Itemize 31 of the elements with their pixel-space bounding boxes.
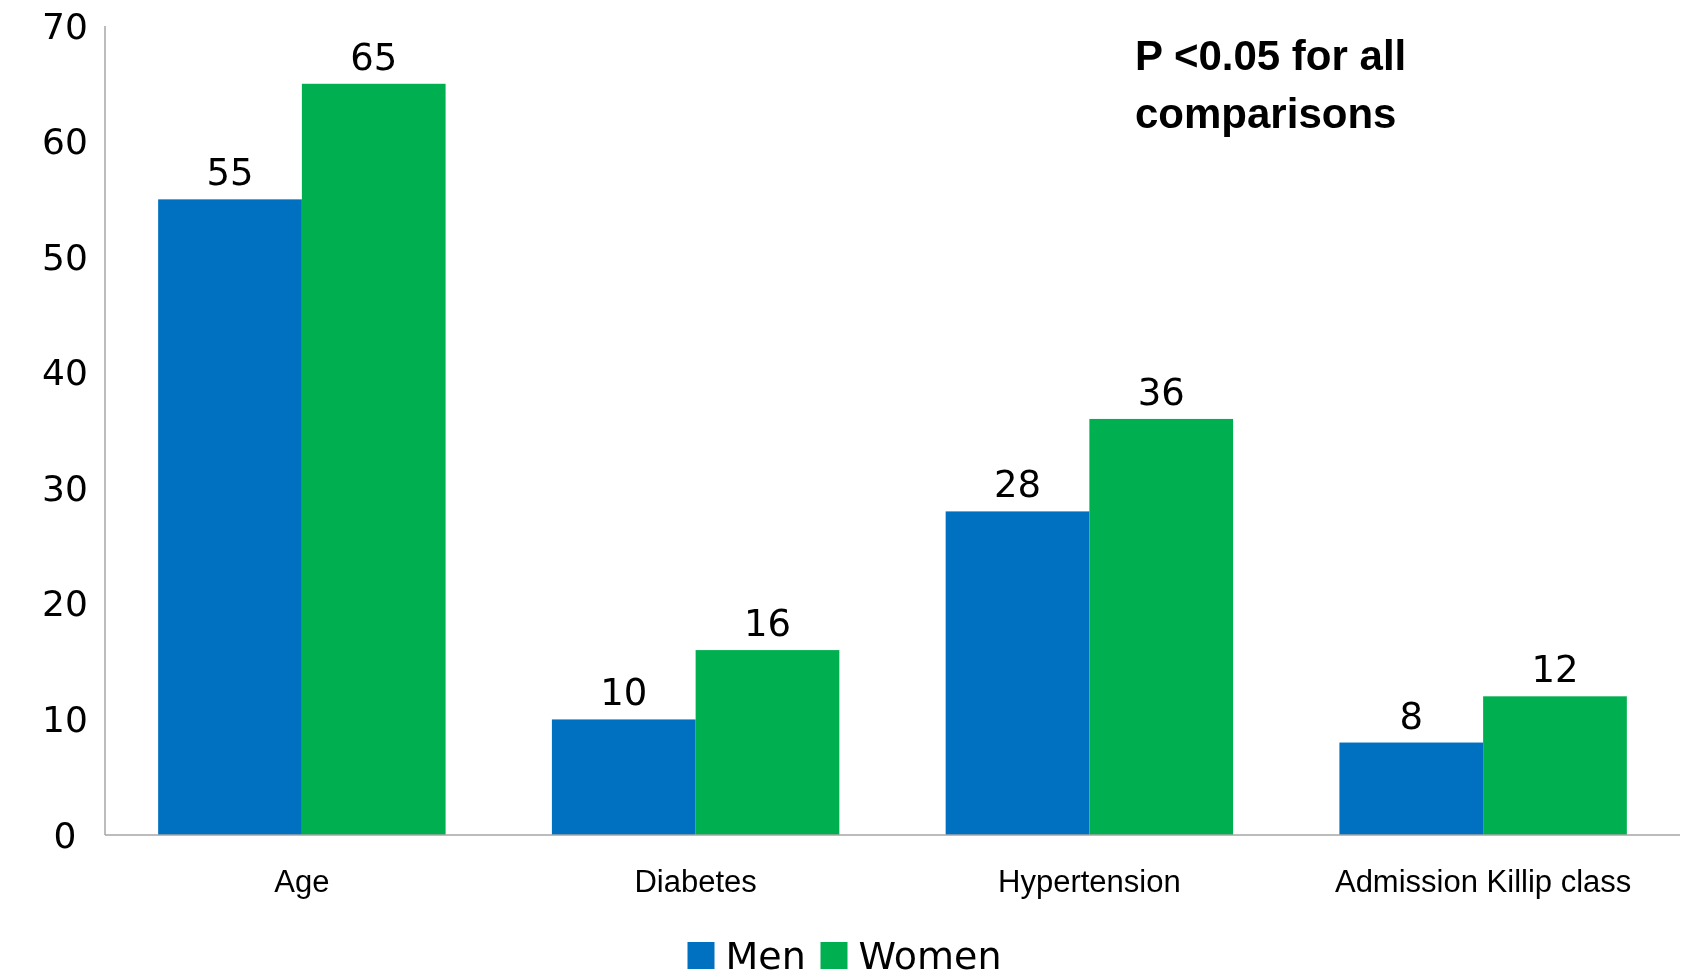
bar bbox=[1483, 696, 1627, 835]
x-tick-label: Diabetes bbox=[634, 864, 757, 899]
x-tick-label: Age bbox=[274, 864, 330, 899]
bar bbox=[1089, 418, 1234, 835]
legend-label: Women bbox=[858, 934, 1002, 971]
data-label: 16 bbox=[743, 602, 792, 646]
data-label: 8 bbox=[1399, 694, 1424, 738]
y-tick-label: 50 bbox=[42, 236, 88, 278]
y-tick-label: 0 bbox=[53, 814, 77, 856]
bar bbox=[551, 719, 696, 835]
data-label: 55 bbox=[206, 151, 254, 195]
y-tick-label: 60 bbox=[42, 121, 88, 163]
data-label: 10 bbox=[600, 671, 648, 715]
y-tick-label: 40 bbox=[42, 352, 88, 394]
y-tick-label: 30 bbox=[42, 467, 88, 509]
data-label: 36 bbox=[1137, 370, 1185, 414]
y-tick-label: 70 bbox=[42, 5, 88, 47]
bar bbox=[1339, 742, 1484, 835]
data-label: 65 bbox=[350, 35, 398, 79]
bar bbox=[695, 650, 840, 835]
y-tick-label: 20 bbox=[42, 583, 88, 625]
legend-label: Men bbox=[725, 934, 806, 971]
bar bbox=[158, 199, 302, 835]
x-tick-label: Admission Killip class bbox=[1334, 864, 1632, 899]
bar bbox=[301, 83, 446, 835]
data-label: 28 bbox=[993, 463, 1042, 507]
x-tick-label: Hypertension bbox=[998, 864, 1181, 899]
annotation: P <0.05 for all comparisons bbox=[1135, 32, 1407, 137]
bar bbox=[945, 511, 1090, 835]
data-label: 12 bbox=[1531, 648, 1579, 692]
y-tick-label: 10 bbox=[42, 699, 88, 741]
